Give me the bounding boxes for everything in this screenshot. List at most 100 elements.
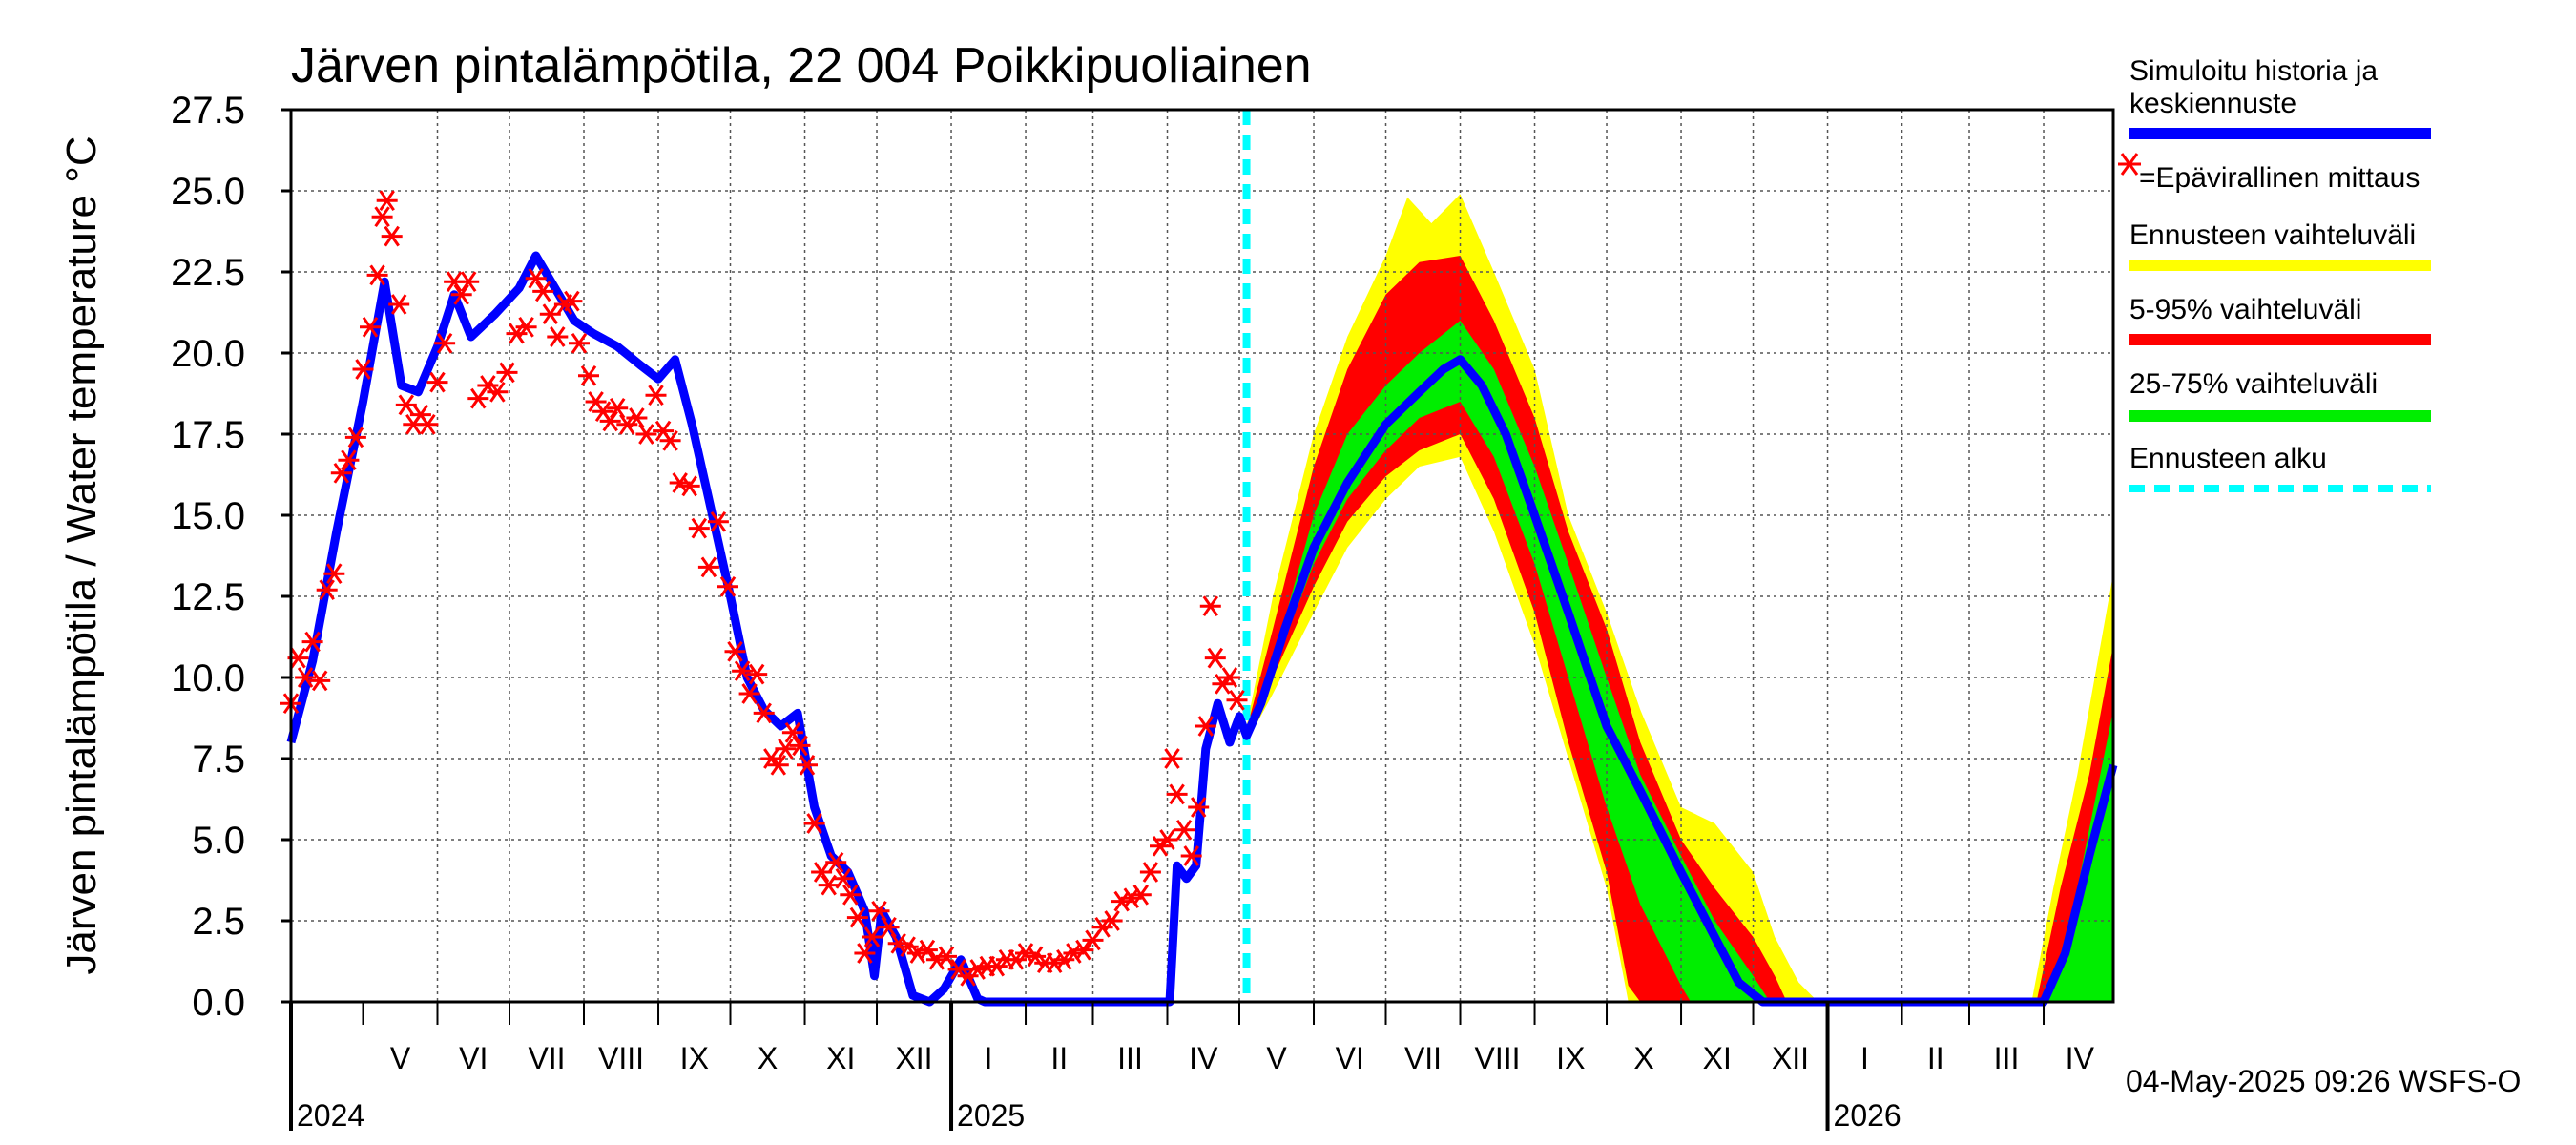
observed-point — [862, 926, 883, 947]
observed-point — [1188, 797, 1210, 818]
x-month-label: VIII — [598, 1041, 644, 1075]
x-month-label: IV — [1189, 1041, 1218, 1075]
x-month-label: XII — [1772, 1041, 1809, 1075]
observed-point — [840, 884, 862, 906]
observed-point — [366, 264, 388, 286]
observed-point — [1156, 829, 1178, 850]
band-range_25_75 — [1246, 321, 2113, 1002]
observed-point — [388, 294, 410, 315]
y-tick-label: 27.5 — [171, 90, 245, 132]
y-tick-label: 20.0 — [171, 333, 245, 375]
x-month-label: II — [1050, 1041, 1068, 1075]
observed-point — [525, 267, 547, 289]
x-month-label: I — [985, 1041, 993, 1075]
observed-point — [659, 429, 681, 451]
observed-point — [316, 579, 338, 601]
observed-point — [936, 946, 957, 968]
observed-point — [724, 640, 746, 662]
observed-point — [678, 475, 700, 497]
legend: Simuloitu historia ja keskiennuste =Epäv… — [2118, 55, 2431, 492]
x-month-label: III — [1117, 1041, 1143, 1075]
observed-point — [854, 943, 876, 964]
observed-point — [1101, 910, 1123, 931]
grid-lines — [291, 110, 2113, 1002]
band-range_5_95 — [1246, 256, 2113, 1002]
legend-observed-label: =Epävirallinen mittaus — [2139, 162, 2420, 194]
observed-point — [371, 206, 393, 228]
y-tick-label: 22.5 — [171, 252, 245, 294]
observed-point — [487, 381, 509, 403]
legend-range-25-75-label: 25-75% vaihteluväli — [2129, 368, 2378, 400]
observed-point — [781, 721, 803, 743]
y-tick-label: 15.0 — [171, 495, 245, 537]
x-year-label: 2025 — [957, 1098, 1025, 1133]
x-year-label: 2026 — [1834, 1098, 1901, 1133]
x-month-label: IX — [680, 1041, 709, 1075]
x-month-label: VI — [1336, 1041, 1364, 1075]
observed-point — [467, 387, 489, 409]
simulated-series — [286, 251, 2118, 1007]
observed-point — [458, 271, 480, 293]
x-month-label: V — [1266, 1041, 1287, 1075]
observed-point — [515, 316, 537, 338]
x-month-label: II — [1927, 1041, 1944, 1075]
observed-point — [1204, 647, 1226, 669]
observed-point — [395, 394, 417, 416]
legend-simulated-label: Simuloitu historia ja — [2129, 55, 2378, 87]
legend-observed-marker — [2118, 153, 2141, 176]
observed-point — [1130, 884, 1152, 906]
observed-point — [1139, 862, 1161, 883]
plot-frame — [289, 108, 2115, 1004]
observed-point — [539, 303, 561, 325]
observed-point — [417, 413, 439, 435]
observed-point — [707, 510, 729, 532]
y-tick-label: 25.0 — [171, 171, 245, 213]
observed-point — [753, 702, 775, 724]
x-month-label: V — [390, 1041, 411, 1075]
observed-point — [797, 754, 818, 776]
observed-point — [1161, 748, 1183, 769]
observed-point — [569, 332, 590, 354]
x-month-label: XI — [826, 1041, 855, 1075]
observed-point — [381, 225, 403, 247]
observed-point — [301, 631, 323, 653]
x-month-label: X — [1633, 1041, 1653, 1075]
observed-point — [426, 371, 448, 393]
observed-point — [352, 359, 374, 380]
y-tick-label: 2.5 — [192, 901, 245, 943]
observed-point — [434, 332, 456, 354]
observed-point — [532, 281, 554, 302]
y-tick-label: 12.5 — [171, 576, 245, 618]
observed-point — [547, 326, 569, 347]
observed-point — [592, 401, 614, 423]
observed-point — [1174, 819, 1195, 841]
x-month-label: VI — [459, 1041, 488, 1075]
observed-point — [344, 427, 366, 448]
y-tick-label: 7.5 — [192, 739, 245, 781]
observed-point — [732, 660, 754, 682]
y-tick-label: 17.5 — [171, 414, 245, 456]
observed-point — [360, 316, 381, 338]
observed-point — [688, 517, 710, 539]
observed-point — [738, 683, 760, 704]
observed-point — [789, 735, 811, 757]
observed-point — [561, 290, 583, 312]
observed-point — [578, 364, 599, 386]
observed-point — [697, 556, 719, 578]
y-tick-label: 10.0 — [171, 657, 245, 699]
y-tick-label: 5.0 — [192, 820, 245, 862]
observed-point — [846, 906, 868, 928]
x-month-label: IV — [2066, 1041, 2095, 1075]
observed-point — [811, 862, 833, 883]
observed-point — [1218, 667, 1240, 688]
observed-point — [717, 575, 738, 597]
observed-point — [645, 385, 667, 406]
observed-point — [635, 424, 657, 445]
x-month-label: I — [1860, 1041, 1869, 1075]
observed-point — [496, 362, 518, 384]
legend-range-5-95-label: 5-95% vaihteluväli — [2129, 294, 2361, 325]
x-axis: V VI VII VIII IX X XI XII I II III IV V VI VII VIII IX X X… — [289, 1002, 2095, 1133]
x-month-label: VIII — [1474, 1041, 1520, 1075]
observed-point — [323, 563, 345, 585]
observed-series — [280, 190, 1248, 987]
